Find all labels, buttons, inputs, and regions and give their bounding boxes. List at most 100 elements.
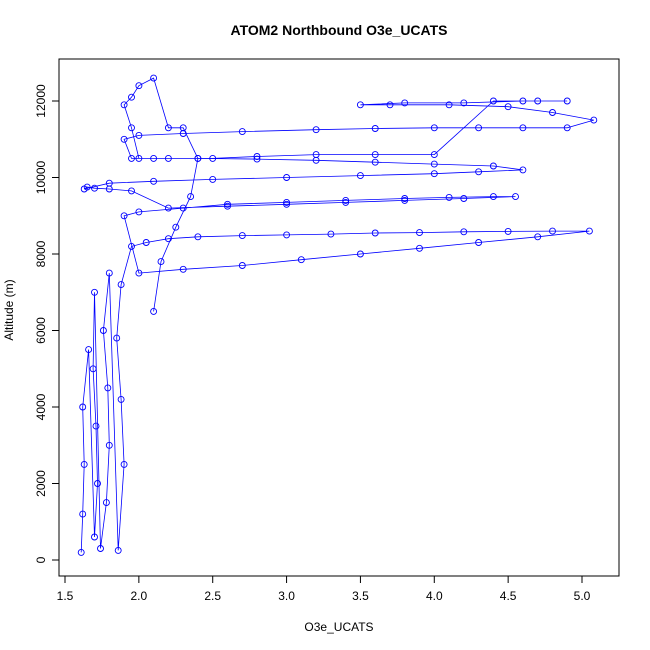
data-point: [105, 441, 113, 449]
data-point: [430, 160, 438, 168]
data-point: [445, 101, 453, 109]
data-point: [128, 242, 135, 250]
data-point: [534, 233, 542, 241]
y-tick-label: 6000: [34, 317, 48, 344]
data-point: [371, 151, 379, 159]
data-point: [238, 262, 246, 269]
y-tick-label: 10000: [34, 160, 48, 194]
data-point: [585, 227, 593, 235]
y-tick-label: 12000: [34, 84, 48, 118]
x-axis: 1.5 2.0 2.5 3.0 3.5 4.0 4.5 5.0: [57, 575, 591, 603]
data-point: [283, 200, 291, 208]
data-point: [179, 124, 187, 132]
data-point: [342, 196, 350, 204]
data-point: [89, 365, 97, 373]
data-point: [128, 187, 135, 195]
data-point: [77, 548, 85, 556]
data-point: [489, 162, 497, 170]
data-point: [91, 288, 98, 296]
data-point: [371, 229, 379, 237]
x-tick-label: 2.5: [204, 589, 221, 603]
data-point: [102, 499, 110, 507]
x-tick-label: 3.5: [352, 589, 369, 603]
data-point: [401, 99, 409, 107]
data-point: [209, 175, 217, 183]
data-point: [150, 177, 158, 185]
data-point: [128, 154, 135, 162]
data-point: [430, 124, 438, 132]
data-point: [164, 204, 172, 212]
data-point: [549, 227, 556, 235]
data-point: [135, 82, 143, 90]
data-point: [224, 200, 231, 208]
data-point: [512, 193, 519, 201]
chart-title: ATOM2 Northbound O3e_UCATS: [231, 22, 448, 38]
data-point: [371, 158, 379, 166]
data-point: [401, 196, 409, 204]
data-point: [430, 151, 438, 159]
data-point: [164, 154, 172, 162]
x-tick-label: 4.5: [500, 589, 517, 603]
data-point: [549, 109, 556, 116]
data-point: [150, 307, 158, 315]
data-point: [135, 131, 143, 139]
data-point: [117, 281, 125, 289]
data-point: [120, 460, 128, 468]
data-point: [164, 124, 172, 132]
data-point: [283, 198, 291, 206]
y-tick-label: 4000: [34, 393, 48, 420]
data-point: [445, 193, 453, 201]
data-point: [128, 93, 135, 101]
data-point: [209, 154, 217, 162]
y-tick-label: 2000: [34, 470, 48, 497]
series-line: [80, 77, 594, 553]
y-tick-label: 8000: [34, 240, 48, 267]
data-point: [97, 545, 104, 552]
data-point: [91, 533, 98, 541]
data-point: [157, 258, 165, 266]
data-point: [94, 480, 101, 487]
data-point: [504, 103, 512, 111]
data-point: [504, 227, 512, 235]
data-point: [91, 184, 98, 192]
data-point: [120, 101, 128, 109]
data-point: [489, 97, 497, 105]
data-point: [475, 168, 483, 176]
data-point: [105, 269, 113, 277]
data-point: [519, 124, 527, 132]
data-point: [297, 256, 305, 264]
data-point: [563, 97, 571, 105]
data-point: [150, 154, 158, 162]
data-point: [79, 510, 87, 518]
data-point: [519, 166, 527, 174]
data-point: [120, 212, 128, 220]
data-point: [194, 233, 202, 241]
data-point: [312, 151, 320, 159]
data-point: [128, 124, 135, 132]
data-point: [113, 334, 121, 342]
data-layer: [77, 74, 598, 556]
data-point: [489, 193, 497, 201]
y-tick-label: 0: [34, 556, 48, 563]
data-point: [416, 244, 423, 252]
data-point: [475, 124, 483, 132]
x-tick-label: 1.5: [57, 589, 74, 603]
data-point: [150, 74, 158, 82]
data-point: [120, 135, 128, 143]
data-point: [238, 128, 246, 136]
data-point: [105, 179, 113, 187]
data-point: [327, 230, 335, 238]
x-axis-label: O3e_UCATS: [304, 620, 373, 634]
x-tick-label: 3.0: [278, 589, 295, 603]
data-point: [534, 97, 542, 105]
data-point: [371, 125, 379, 132]
data-point: [416, 229, 423, 237]
data-point: [99, 327, 107, 334]
data-point: [342, 198, 350, 206]
data-point: [117, 395, 125, 403]
data-point: [401, 195, 409, 202]
data-point: [80, 185, 88, 193]
data-point: [283, 231, 291, 239]
data-point: [253, 153, 261, 160]
